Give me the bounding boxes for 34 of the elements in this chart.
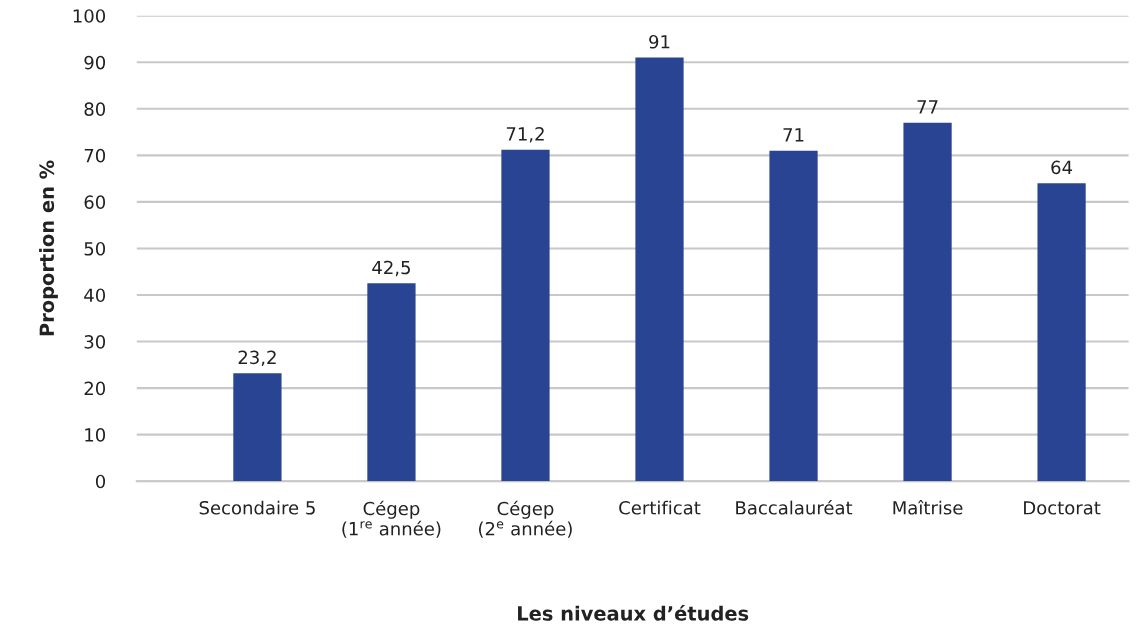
data-label: 42,5 — [372, 260, 410, 277]
data-label: 91 — [649, 34, 670, 49]
bar — [233, 373, 282, 482]
y-tick-label: 70 — [84, 148, 106, 163]
x-tick-label: Baccalauréat — [736, 499, 853, 515]
bar — [635, 57, 684, 482]
bar — [1037, 183, 1086, 482]
y-tick-label: 90 — [84, 55, 106, 70]
data-label: 71 — [783, 128, 804, 142]
bar — [367, 283, 416, 482]
x-tick-label: Secondaire 5 — [199, 500, 315, 515]
x-tick-label: Doctorat — [1024, 501, 1101, 515]
x-axis-title: Les niveaux d’études — [518, 604, 749, 621]
x-tick-label: Cégep (1$^{re}$ année) — [342, 500, 441, 538]
y-tick-label: 40 — [84, 288, 106, 303]
bar — [769, 150, 818, 482]
y-tick-label: 50 — [84, 241, 106, 256]
bar — [903, 122, 952, 482]
y-tick-label: 0 — [95, 474, 106, 489]
y-tick-label: 100 — [73, 9, 106, 23]
y-axis-title: Proportion en % — [39, 160, 58, 336]
y-tick-label: 10 — [85, 428, 106, 442]
x-tick-label: Cégep (2$^{e}$ année) — [479, 500, 572, 538]
data-label: 71,2 — [506, 127, 544, 143]
data-label: 64 — [1051, 160, 1073, 175]
y-tick-label: 20 — [84, 381, 106, 396]
data-label: 23,2 — [238, 350, 276, 366]
y-tick-label: 60 — [84, 195, 106, 210]
x-tick-label: Maîtrise — [893, 499, 963, 515]
y-tick-label: 80 — [84, 102, 106, 116]
y-tick-label: 30 — [84, 335, 106, 349]
x-tick-label: Certificat — [619, 500, 701, 515]
bar — [501, 149, 550, 482]
data-label: 77 — [917, 100, 938, 114]
